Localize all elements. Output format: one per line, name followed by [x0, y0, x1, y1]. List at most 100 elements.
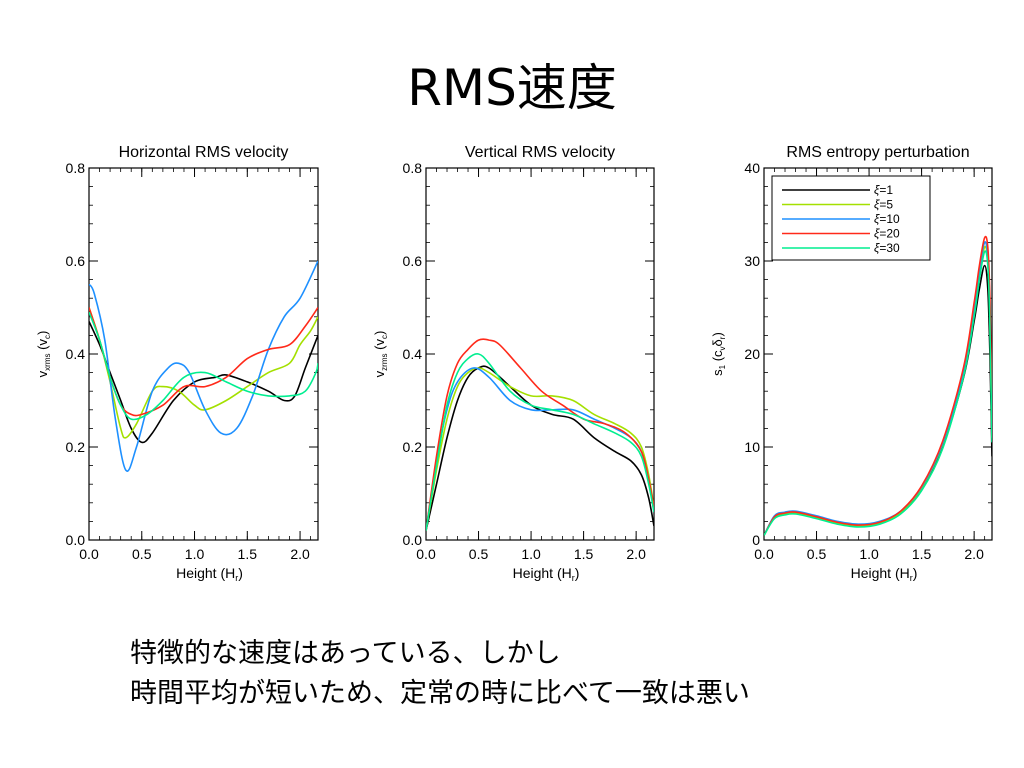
x-axis-label: Height (Hr)	[176, 565, 243, 583]
legend-value: =1	[879, 183, 893, 197]
x-tick-label: 1.5	[912, 546, 932, 562]
x-axis-label: Height (Hr)	[513, 565, 580, 583]
x-tick-label: 0.0	[79, 546, 99, 562]
y-tick-label: 40	[744, 160, 760, 176]
y-tick-label: 0	[752, 532, 760, 548]
chart-title: Vertical RMS velocity	[465, 144, 615, 161]
legend-symbol: ξ	[874, 227, 880, 241]
y-axis-label-sub3: r	[718, 336, 727, 339]
x-tick-label: 0.5	[132, 546, 152, 562]
x-axis-label-sub: r	[235, 573, 238, 583]
series-line-2	[89, 307, 318, 439]
chart-title: Horizontal RMS velocity	[119, 144, 289, 161]
legend-symbol: ξ	[874, 212, 880, 226]
y-axis-label-tail: δ	[710, 339, 725, 346]
y-tick-label: 10	[744, 439, 760, 455]
y-tick-label: 30	[744, 253, 760, 269]
series-line-5	[426, 353, 654, 531]
y-axis-label: vxrms (vc)	[35, 331, 52, 378]
y-axis-label-tail: )	[35, 331, 50, 335]
series-line-2	[426, 367, 654, 531]
legend: ξ=1ξ=5ξ=10ξ=20ξ=30	[771, 175, 931, 261]
legend-label-2: ξ=5	[874, 198, 893, 212]
x-tick-label: 0.5	[469, 546, 489, 562]
plot-frame	[88, 167, 319, 541]
y-tick-label: 0.8	[403, 160, 423, 176]
chart-1: Horizontal RMS velocity 0.0 0.5 1.0 1.5 2.0 0.…	[35, 144, 319, 583]
y-axis-label-main: s	[710, 369, 725, 376]
legend-value: =5	[879, 198, 893, 212]
legend-symbol: ξ	[874, 241, 880, 255]
y-axis-label-sub2: c	[380, 335, 389, 339]
series-line-5	[764, 250, 992, 536]
series-line-5	[89, 311, 318, 421]
series-line-4	[89, 307, 318, 417]
y-axis-label-mid: (v	[372, 339, 387, 354]
plot-frame	[425, 167, 655, 541]
x-tick-label: 0.0	[416, 546, 436, 562]
y-tick-label: 0.6	[66, 253, 86, 269]
legend-value: =20	[879, 227, 900, 241]
x-axis-label-tail: )	[238, 565, 243, 581]
series-line-4	[764, 235, 992, 536]
x-tick-label: 1.5	[574, 546, 594, 562]
legend-label-4: ξ=20	[874, 227, 900, 241]
x-axis-label-tail: )	[913, 565, 918, 581]
chart-3: RMS entropy perturbation 0.0 0.5 1.0 1.5 2.0 0…	[710, 144, 993, 583]
x-tick-label: 0.0	[754, 546, 774, 562]
y-tick-label: 0.4	[66, 346, 86, 362]
series-line-4	[426, 338, 654, 531]
y-axis-label-sub: xrms	[43, 353, 52, 370]
legend-label-3: ξ=10	[874, 212, 900, 226]
legend-symbol: ξ	[874, 198, 880, 212]
y-tick-label: 0.8	[66, 160, 86, 176]
caption-line-1: 特徴的な速度はあっている、しかし	[130, 638, 561, 669]
x-axis-label-sub: r	[572, 573, 575, 583]
y-tick-label: 0.0	[66, 532, 86, 548]
x-tick-label: 1.0	[521, 546, 541, 562]
slide-title: RMS速度	[407, 59, 617, 117]
y-axis-label-mid: (c	[710, 350, 725, 365]
y-axis-label: s1 (cvδr)	[710, 332, 727, 376]
y-axis-label-sub: 1	[718, 364, 727, 369]
legend-label-5: ξ=30	[874, 241, 900, 255]
caption-line-2: 時間平均が短いため、定常の時に比べて一致は悪い	[130, 678, 750, 709]
legend-value: =30	[879, 241, 900, 255]
x-axis-label-main: Height (H	[851, 565, 910, 581]
x-tick-label: 2.0	[626, 546, 646, 562]
y-axis-label-main: v	[372, 370, 387, 377]
y-tick-label: 0.2	[403, 439, 423, 455]
x-tick-label: 1.0	[859, 546, 879, 562]
legend-value: =10	[879, 212, 900, 226]
y-axis-label-tail: )	[372, 331, 387, 335]
series-line-1	[426, 365, 654, 531]
x-axis-label-main: Height (H	[176, 565, 235, 581]
x-axis-label-main: Height (H	[513, 565, 572, 581]
y-axis-label-sub: zrms	[380, 353, 389, 370]
x-axis-label-sub: r	[910, 573, 913, 583]
x-tick-label: 2.0	[964, 546, 984, 562]
y-axis-label-main: v	[35, 370, 50, 377]
y-tick-label: 20	[744, 346, 760, 362]
y-axis-label-sub2: v	[718, 346, 727, 350]
charts-figure: Horizontal RMS velocity 0.0 0.5 1.0 1.5 2.0 0.…	[35, 144, 993, 583]
series-line-1	[89, 321, 318, 444]
x-tick-label: 1.5	[238, 546, 258, 562]
legend-symbol: ξ	[874, 183, 880, 197]
y-tick-label: 0.0	[403, 532, 423, 548]
y-axis-label: vzrms (vc)	[372, 331, 389, 378]
series-line-3	[89, 260, 318, 472]
x-tick-label: 0.5	[807, 546, 827, 562]
chart-2: Vertical RMS velocity 0.0 0.5 1.0 1.5 2.0 0.0 0…	[372, 144, 655, 583]
legend-label-1: ξ=1	[874, 183, 893, 197]
y-axis-label-sub2: c	[43, 335, 52, 339]
y-tick-label: 0.4	[403, 346, 423, 362]
y-axis-label-tail3: )	[710, 332, 725, 336]
y-tick-label: 0.2	[66, 439, 86, 455]
x-axis-label-tail: )	[575, 565, 580, 581]
x-tick-label: 2.0	[290, 546, 310, 562]
y-axis-label-mid: (v	[35, 339, 50, 354]
x-axis-label: Height (Hr)	[851, 565, 918, 583]
chart-title: RMS entropy perturbation	[786, 144, 969, 161]
x-tick-label: 1.0	[185, 546, 205, 562]
